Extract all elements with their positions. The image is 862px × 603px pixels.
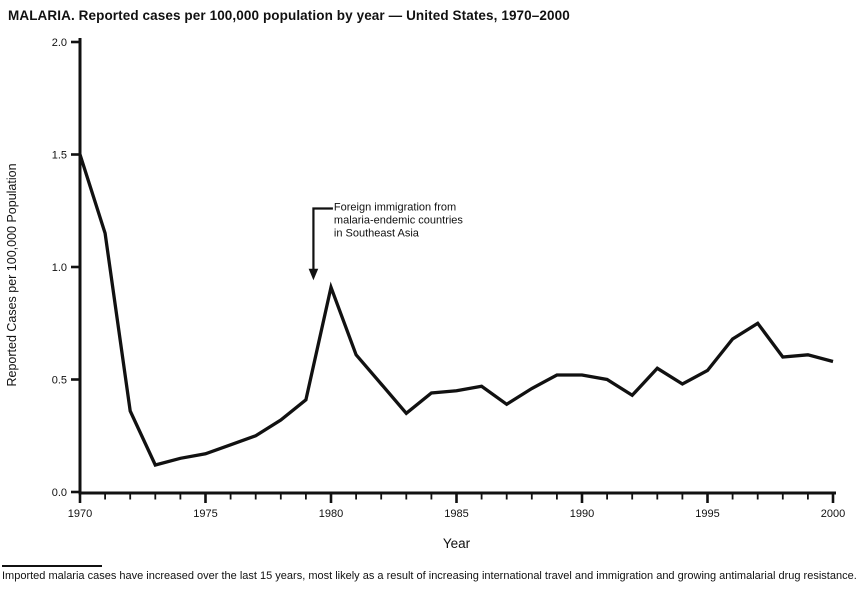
- x-tick-label: 1990: [570, 508, 594, 520]
- footnote: Imported malaria cases have increased ov…: [2, 565, 860, 584]
- malaria-line-chart: 0.0 0.5 1.0 1.5 2.0 1970 1975 1980 1985 1990 1995 2…: [5, 37, 845, 551]
- x-tick-label: 1985: [444, 508, 468, 520]
- y-axis-label: Reported Cases per 100,000 Population: [5, 163, 19, 386]
- annotation-line: in Southeast Asia: [334, 228, 420, 240]
- data-line: [78, 153, 834, 467]
- chart-title: MALARIA. Reported cases per 100,000 popu…: [8, 8, 570, 23]
- annotation-arrow-head: [308, 268, 319, 281]
- annotation-line: malaria-endemic countries: [334, 215, 463, 227]
- y-tick-label: 1.5: [52, 150, 67, 162]
- footnote-text: Imported malaria cases have increased ov…: [2, 570, 857, 582]
- x-axis-label: Year: [443, 536, 471, 551]
- y-tick-label: 0.0: [52, 487, 67, 499]
- chart-area: 0.0 0.5 1.0 1.5 2.0 1970 1975 1980 1985 1990 1995 2…: [0, 30, 846, 560]
- y-tick-label: 2.0: [52, 37, 67, 49]
- x-tick-label: 1980: [319, 508, 343, 520]
- y-tick-label: 1.0: [52, 262, 67, 274]
- y-tick-label: 0.5: [52, 375, 67, 387]
- annotation-arrow-shaft: [312, 207, 333, 272]
- x-tick-label: 1975: [193, 508, 217, 520]
- footnote-divider: [2, 565, 102, 567]
- annotation-line: Foreign immigration from: [334, 202, 456, 214]
- x-tick-label: 1970: [68, 508, 92, 520]
- x-tick-label: 2000: [821, 508, 845, 520]
- x-tick-label: 1995: [695, 508, 719, 520]
